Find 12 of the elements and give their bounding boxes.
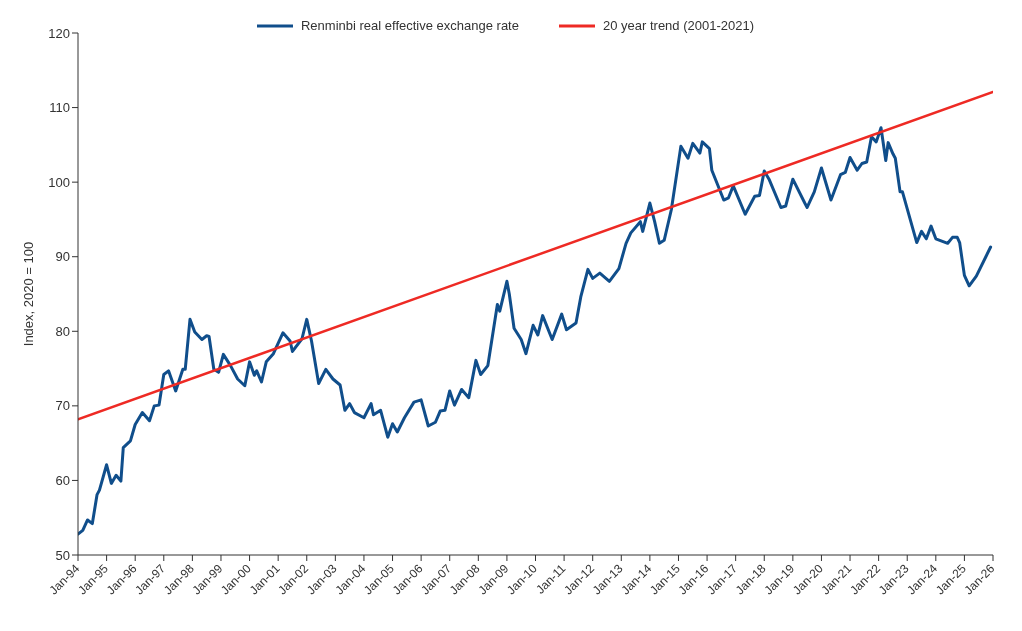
y-axis-title: Index, 2020 = 100	[20, 241, 36, 347]
y-tick-label: 110	[49, 100, 70, 116]
y-tick-label: 90	[55, 249, 70, 265]
y-tick-label: 60	[55, 473, 70, 489]
legend-label: Renminbi real effective exchange rate	[300, 18, 519, 33]
legend-label: 20 year trend (2001-2021)	[602, 18, 755, 33]
y-tick-label: 70	[55, 398, 70, 414]
y-tick-label: 50	[55, 547, 70, 563]
line-series	[78, 126, 993, 536]
y-tick-label: 100	[48, 174, 70, 190]
y-tick-label: 120	[48, 25, 70, 41]
y-tick-label: 80	[55, 323, 70, 339]
